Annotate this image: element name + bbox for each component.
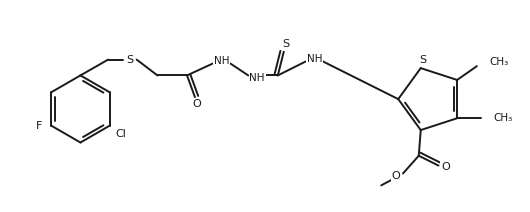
Text: CH₃: CH₃ bbox=[490, 57, 509, 67]
Text: CH₃: CH₃ bbox=[493, 113, 513, 123]
Text: F: F bbox=[36, 121, 42, 131]
Text: S: S bbox=[126, 55, 134, 65]
Text: NH: NH bbox=[214, 56, 229, 66]
Text: Cl: Cl bbox=[116, 129, 126, 139]
Text: O: O bbox=[441, 162, 450, 172]
Text: O: O bbox=[192, 99, 201, 109]
Text: S: S bbox=[282, 39, 289, 49]
Text: S: S bbox=[419, 55, 426, 65]
Text: O: O bbox=[392, 172, 401, 181]
Text: NH: NH bbox=[249, 73, 265, 83]
Text: NH: NH bbox=[306, 54, 322, 64]
